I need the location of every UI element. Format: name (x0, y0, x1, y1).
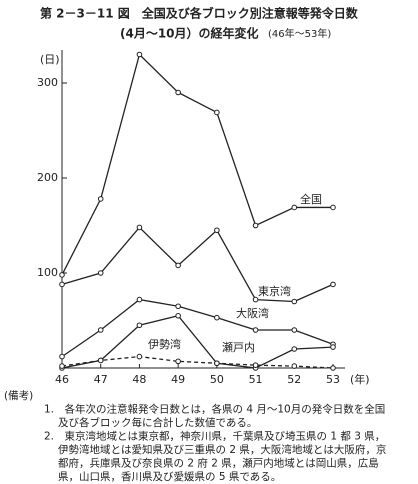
y-tick-label: 100 (37, 266, 58, 279)
point (97, 327, 104, 333)
y-tick-label: 300 (37, 76, 58, 89)
point (330, 204, 336, 211)
chart-subtitle-range: (46年～53年) (268, 27, 331, 40)
point (59, 353, 65, 360)
note: 県，山口県，香川県及び愛媛県の 5 県である。 (58, 470, 281, 483)
note: 伊勢湾地域とは愛知県及び三重県の 2 県，大阪湾地域とは大阪府，京 (58, 443, 386, 456)
note: (備考) (4, 389, 33, 402)
point (175, 312, 181, 319)
x-tick-label: 53 (326, 373, 340, 386)
point (252, 362, 259, 368)
note: 都府，兵庫県及び奈良県の 2 府 2 県，瀬戸内地域とは岡山県，広島 (58, 457, 379, 470)
series-line (61, 226, 334, 303)
point (291, 363, 298, 369)
point (136, 322, 143, 329)
point (136, 353, 143, 360)
y-tick-label: 200 (37, 171, 58, 184)
point (330, 281, 336, 288)
point (59, 363, 65, 369)
chart-subtitle: (4月～10月）の経年変化 (120, 26, 259, 41)
point (136, 51, 143, 58)
x-axis-label: (年) (350, 372, 370, 386)
point (214, 227, 220, 234)
series-label: 東京湾 (258, 284, 291, 298)
point (291, 327, 298, 333)
y-axis-label: (日) (40, 53, 60, 66)
point (175, 262, 181, 269)
x-tick-label: 48 (132, 373, 146, 386)
chart-title: 第 2－3－11 図 全国及び各ブロック別注意報等発令日数 (40, 6, 359, 21)
series-label: 大阪湾 (236, 306, 269, 320)
point (175, 89, 181, 96)
series-label: 全国 (300, 192, 322, 206)
x-tick-label: 50 (210, 373, 224, 386)
point (252, 296, 259, 303)
point (214, 360, 220, 367)
point (252, 222, 259, 229)
note: 及び各ブロック毎に合計した数値である。 (58, 416, 257, 429)
point (59, 281, 65, 288)
x-tick-label: 51 (249, 373, 263, 386)
point (291, 204, 298, 211)
x-tick-label: 46 (55, 373, 69, 386)
point (291, 298, 298, 305)
point (214, 314, 220, 321)
x-tick-label: 47 (94, 373, 108, 386)
series-line (61, 355, 334, 369)
point (291, 346, 298, 352)
x-tick-label: 52 (287, 373, 301, 386)
series-line (61, 315, 334, 369)
point (330, 365, 336, 371)
point (175, 303, 181, 310)
series-label: 瀬戸内 (222, 340, 255, 354)
x-tick-label: 49 (171, 373, 185, 386)
point (136, 224, 143, 231)
point (252, 327, 259, 333)
note: 2. 東京湾地域とは東京都，神奈川県，千葉県及び埼玉県の 1 都 3 県， (44, 430, 385, 443)
series-line (61, 53, 333, 276)
series-label: 伊勢湾 (148, 337, 181, 351)
note: 1. 各年次の注意報発令日数とは，各県の 4 月～10月の発令日数を全国 (44, 403, 385, 416)
point (97, 270, 104, 276)
point (59, 272, 65, 278)
point (136, 296, 143, 303)
point (97, 196, 104, 202)
point (97, 357, 104, 364)
series-line (61, 298, 334, 358)
point (175, 358, 181, 365)
point (214, 109, 220, 116)
point (330, 344, 336, 350)
